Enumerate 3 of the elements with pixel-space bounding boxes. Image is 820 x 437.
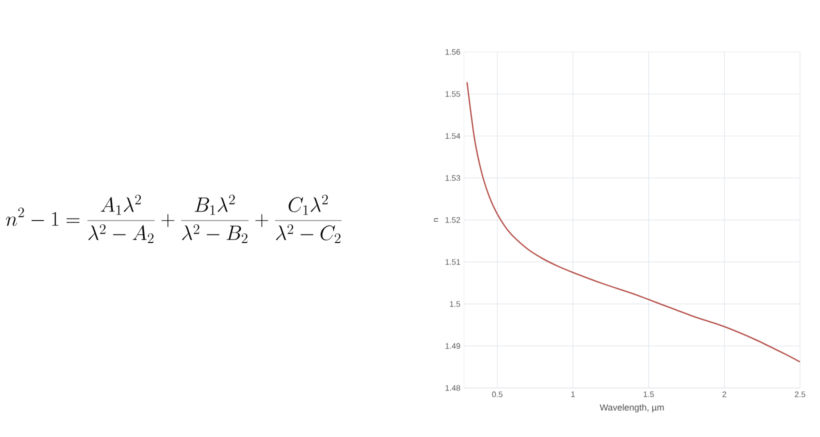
line-series <box>466 82 800 363</box>
x-axis-title: Wavelength, µm <box>600 404 664 412</box>
text: $n^2-1=\frac{A_1\lambda^2}{\lambda^2-A_2}+\frac{B_1\lambda^2}{\lambda^2-B_2}+\frac{C_1\lambda^2}{\lambda^2-C_2}$ <box>6 194 342 243</box>
